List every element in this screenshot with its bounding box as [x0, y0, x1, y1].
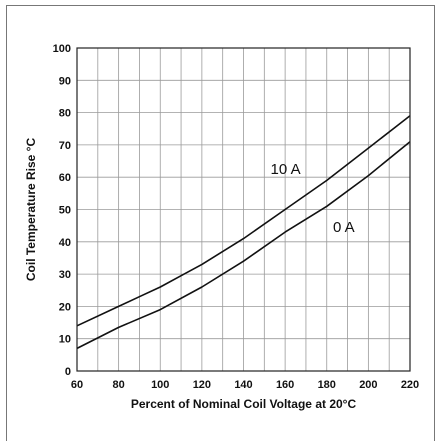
x-tick-label: 140	[234, 379, 252, 391]
y-tick-label: 100	[53, 43, 71, 55]
y-tick-label: 80	[59, 108, 71, 120]
y-tick-label: 40	[59, 237, 71, 249]
series-label-10a: 10 A	[271, 161, 301, 178]
y-tick-label: 60	[59, 172, 71, 184]
grid-lines	[77, 48, 410, 371]
x-tick-label: 60	[71, 379, 83, 391]
y-tick-label: 10	[59, 334, 71, 346]
x-tick-label: 220	[401, 379, 419, 391]
series-line-0	[76, 115, 411, 327]
x-tick-label: 200	[359, 379, 377, 391]
x-tick-label: 180	[318, 379, 336, 391]
chart-frame: 0 10 20 30 40 50 60 70 80 90 100 60 80 100 120 140 160 1…	[6, 5, 435, 441]
x-tick-labels: 60 80 100 120 140 160 180 200 220	[71, 379, 419, 391]
y-tick-label: 20	[59, 301, 71, 313]
y-tick-labels: 0 10 20 30 40 50 60 70 80 90 100	[53, 43, 71, 378]
y-axis-label: Coil Temperature Rise °C	[24, 138, 38, 282]
y-tick-label: 50	[59, 205, 71, 217]
x-tick-label: 80	[113, 379, 125, 391]
y-tick-label: 0	[65, 366, 71, 378]
x-axis-label: Percent of Nominal Coil Voltage at 20°C	[131, 397, 357, 411]
plot-area-border	[76, 47, 411, 372]
series-line-1	[76, 141, 411, 350]
y-tick-label: 90	[59, 75, 71, 87]
x-tick-label: 120	[193, 379, 211, 391]
y-tick-label: 30	[59, 269, 71, 281]
series-label-0a: 0 A	[333, 219, 355, 236]
x-tick-label: 160	[276, 379, 294, 391]
y-tick-label: 70	[59, 140, 71, 152]
x-tick-label: 100	[151, 379, 169, 391]
series-lines	[76, 115, 411, 350]
line-chart: 0 10 20 30 40 50 60 70 80 90 100 60 80 100 120 140 160 1…	[24, 43, 419, 411]
